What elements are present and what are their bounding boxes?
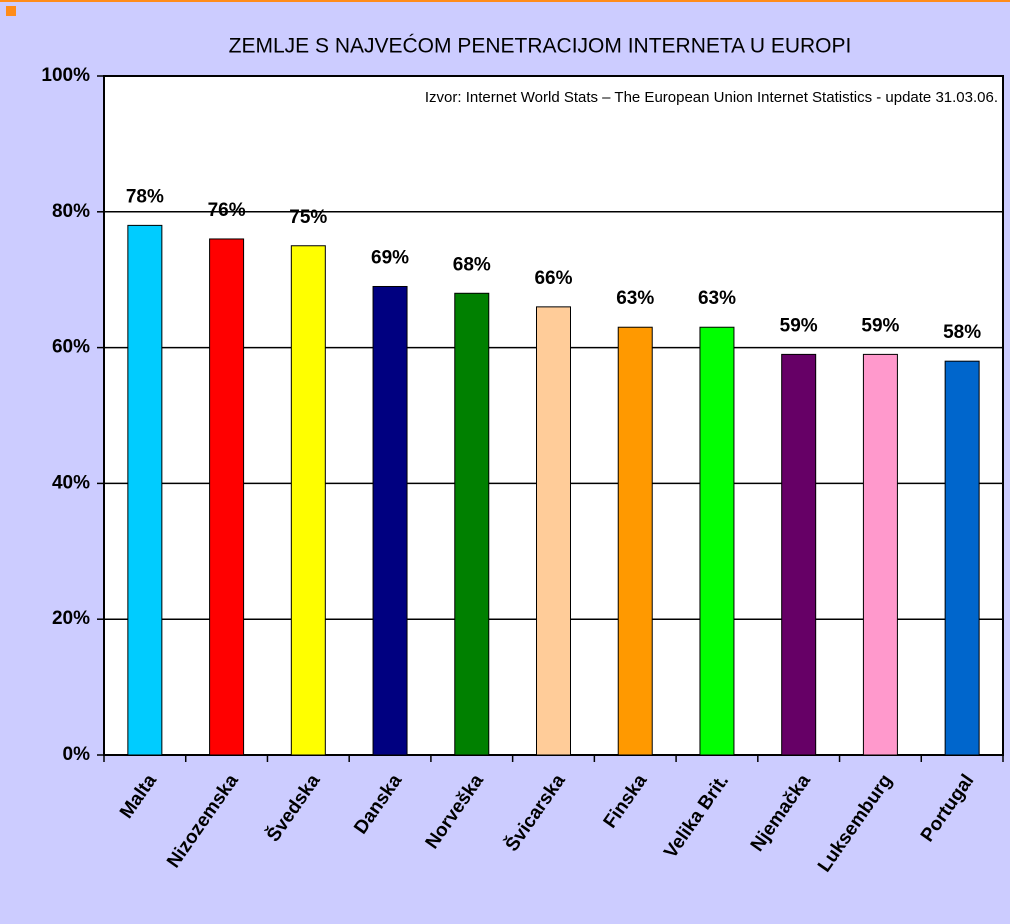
chart-title: ZEMLJE S NAJVEĆOM PENETRACIJOM INTERNETA…	[229, 35, 852, 58]
value-label: 63%	[616, 288, 654, 309]
bar	[372, 285, 408, 756]
value-label: 63%	[698, 288, 736, 309]
y-tick-label: 100%	[41, 65, 90, 86]
y-tick-label: 40%	[52, 472, 90, 493]
bar	[536, 306, 571, 756]
bar	[862, 353, 898, 756]
annotation: Izvor: Internet World Stats – The Europe…	[425, 89, 998, 106]
value-label: 66%	[534, 268, 572, 289]
bar	[127, 224, 163, 756]
bar	[290, 245, 326, 756]
value-label: 68%	[453, 254, 491, 275]
y-tick-label: 20%	[52, 608, 90, 629]
value-label: 75%	[289, 207, 327, 228]
bar	[699, 326, 735, 756]
value-label: 58%	[943, 322, 981, 343]
bar	[781, 353, 817, 756]
value-label: 76%	[208, 200, 246, 221]
bar	[944, 360, 980, 756]
value-label: 59%	[780, 315, 818, 336]
bar	[209, 238, 245, 756]
value-label: 59%	[861, 315, 899, 336]
value-label: 78%	[126, 186, 164, 207]
y-tick-label: 80%	[52, 201, 90, 222]
bar	[454, 292, 490, 756]
bar	[617, 326, 653, 756]
y-tick-label: 0%	[63, 744, 91, 765]
corner-marker	[6, 6, 16, 16]
y-tick-label: 60%	[52, 337, 90, 358]
value-label: 69%	[371, 248, 409, 269]
